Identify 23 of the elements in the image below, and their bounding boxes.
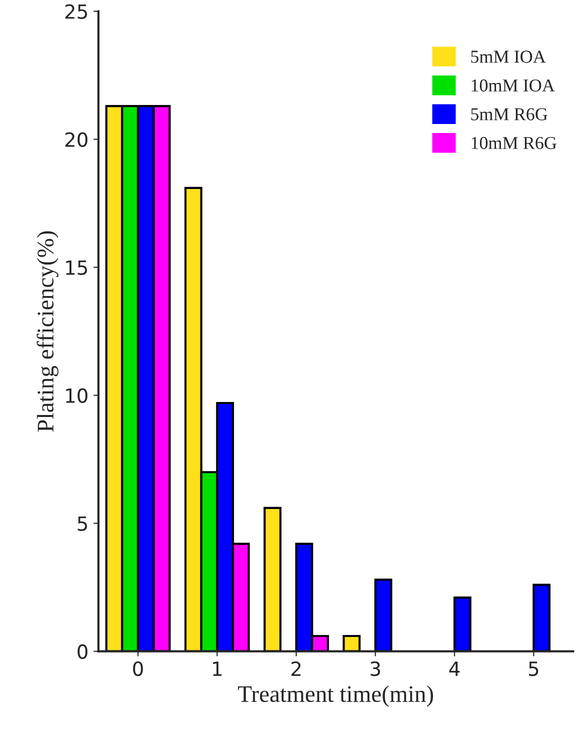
bar (374, 578, 392, 652)
x-axis-title: Treatment time(min) (238, 685, 434, 707)
x-tick-label: 1 (213, 662, 222, 676)
bar (342, 634, 361, 652)
y-tick-label: 20 (65, 132, 88, 147)
legend-label: 10mM IOA (472, 79, 555, 92)
bar (453, 596, 472, 652)
legend-label: 10mM R6G (472, 136, 556, 150)
legend-label: 5mM R6G (471, 108, 548, 120)
legend-label: 5mM IOA (471, 50, 546, 63)
y-tick-label: 10 (66, 388, 88, 403)
x-tick-label: 4 (449, 662, 460, 676)
y-axis-title: Plating efficiency(%) (36, 231, 58, 432)
y-tick-label: 25 (65, 4, 88, 19)
x-tick-label: 3 (370, 661, 380, 676)
bar (264, 506, 282, 652)
y-tick-label: 15 (66, 260, 88, 275)
x-tick-label: 5 (528, 662, 538, 676)
y-tick-label: 5 (78, 516, 88, 531)
x-tick-label: 2 (291, 661, 300, 676)
y-tick-label: 0 (78, 644, 88, 660)
bar (532, 584, 551, 652)
x-tick-label: 0 (133, 661, 143, 676)
